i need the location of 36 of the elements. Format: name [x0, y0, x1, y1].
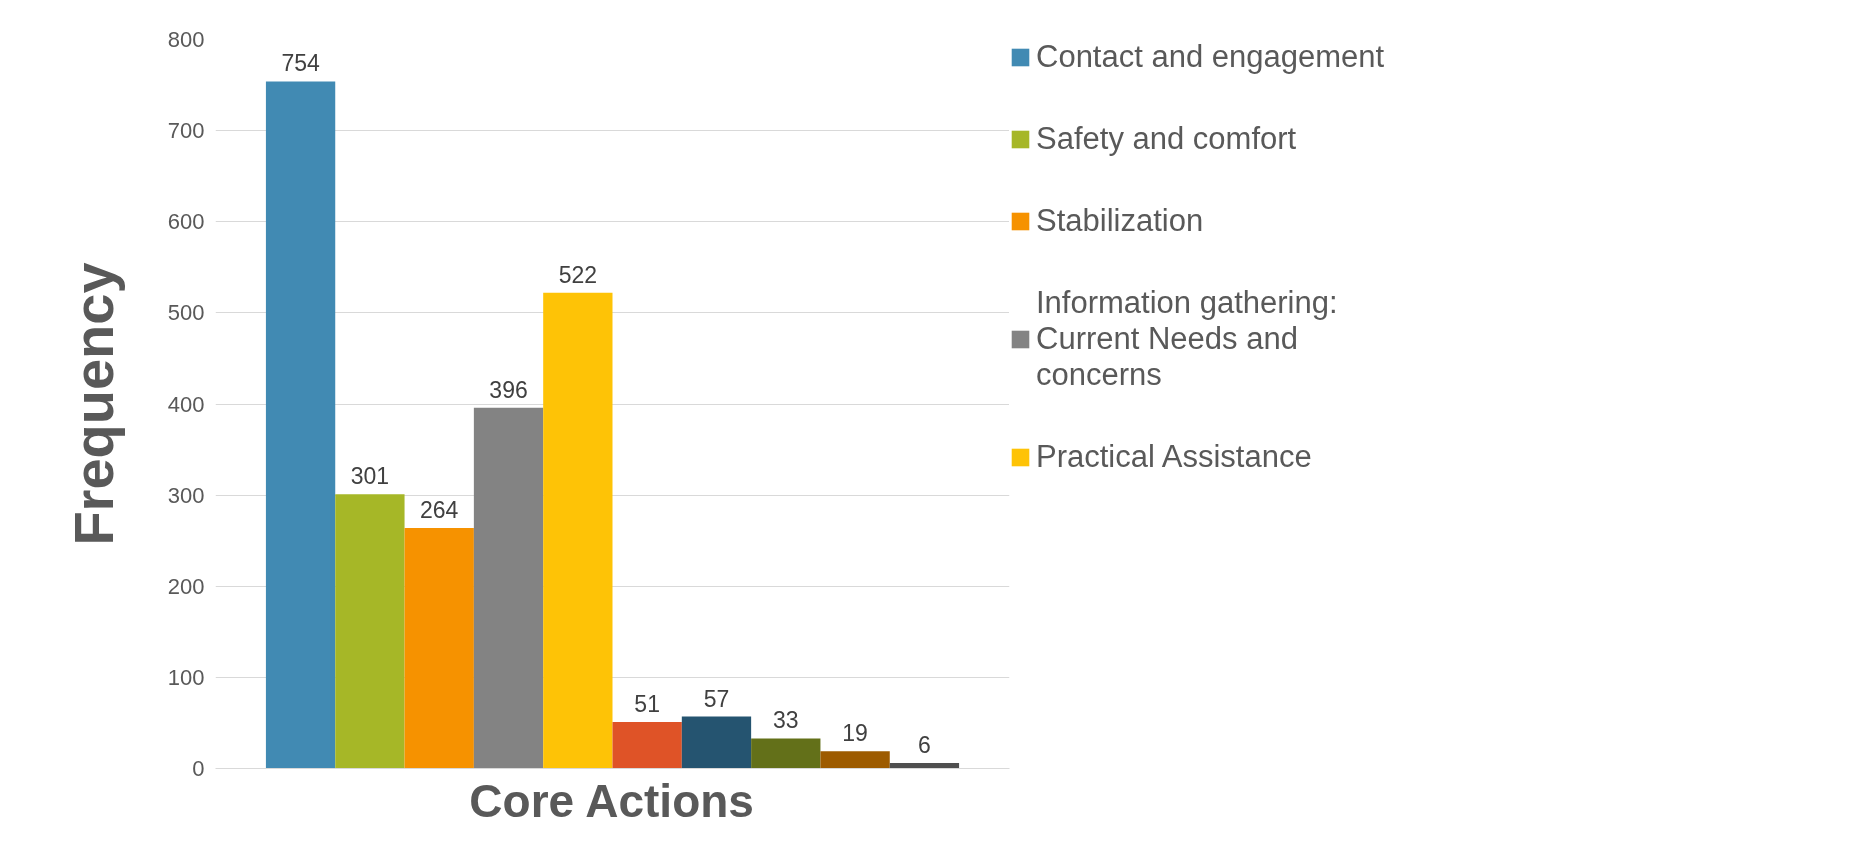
data-label: 754: [281, 50, 320, 77]
y-tick-label: 300: [167, 482, 205, 508]
bar: [543, 292, 613, 769]
y-tick-label: 0: [192, 756, 205, 781]
bar: [820, 751, 890, 769]
y-tick-label: 400: [167, 391, 205, 417]
bar: [335, 494, 405, 769]
y-tick-label: 600: [167, 209, 205, 235]
data-label: 264: [420, 496, 459, 523]
legend-label: Information gathering: Current Needs and concerns: [1036, 285, 1338, 393]
data-label: 396: [489, 376, 528, 403]
bar: [681, 716, 752, 769]
legend-label: Practical Assistance: [1036, 439, 1312, 475]
x-axis-title: Core Actions: [469, 774, 754, 827]
legend-label: Safety and comfort: [1036, 121, 1297, 157]
bar: [612, 722, 682, 769]
bar: [751, 738, 821, 769]
bar: [473, 407, 544, 769]
legend-label: Contact and engagement: [1036, 39, 1385, 75]
y-axis-title: Frequency: [61, 262, 125, 546]
data-label: 51: [634, 691, 660, 718]
y-tick-label: 100: [167, 664, 205, 690]
y-tick-label: 500: [167, 300, 205, 326]
y-tick-label: 700: [167, 118, 205, 144]
data-label: 57: [703, 685, 730, 712]
legend-label: Stabilization: [1036, 203, 1204, 239]
data-label: 33: [773, 707, 799, 734]
data-label: 522: [558, 261, 598, 288]
data-label: 301: [350, 463, 390, 490]
y-tick-label: 800: [167, 27, 205, 52]
y-tick-label: 200: [167, 573, 205, 599]
data-label: 19: [842, 720, 868, 747]
bar: [404, 527, 474, 769]
data-label: 6: [918, 732, 931, 759]
bar: [889, 763, 960, 769]
bar: [265, 81, 336, 769]
